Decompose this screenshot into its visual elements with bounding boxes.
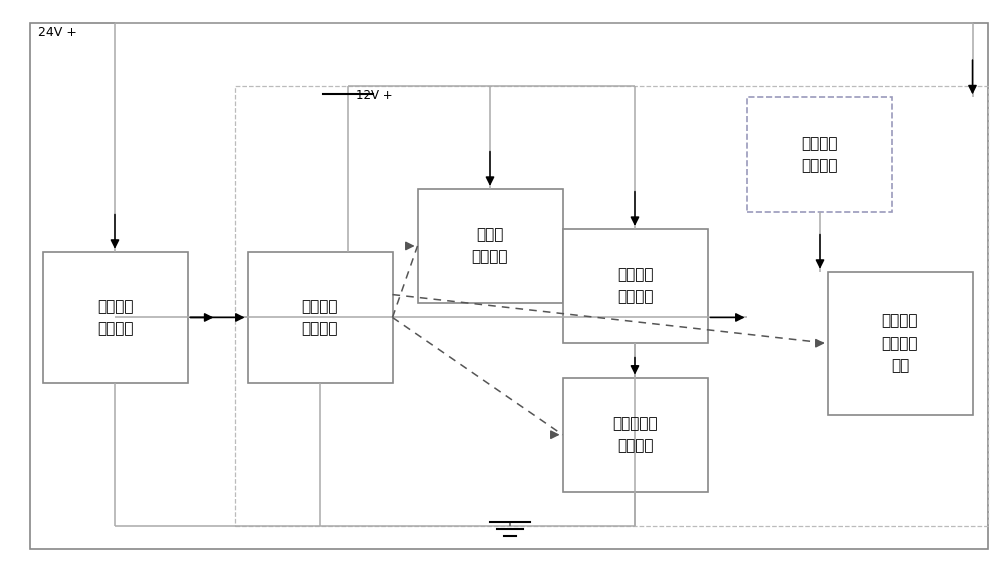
Bar xyxy=(747,97,892,212)
Bar xyxy=(43,252,188,383)
Bar xyxy=(235,86,988,526)
Text: 旋钮电压
采集电路: 旋钮电压 采集电路 xyxy=(97,299,133,336)
Bar xyxy=(828,272,972,415)
Text: 发热电阻丝
驱动电路: 发热电阻丝 驱动电路 xyxy=(612,416,658,454)
Text: 转动行程
控制电路: 转动行程 控制电路 xyxy=(617,267,653,305)
Text: 零点漂移
消除电路: 零点漂移 消除电路 xyxy=(802,136,838,173)
Bar xyxy=(562,378,708,492)
Bar xyxy=(562,229,708,343)
Text: 12V +: 12V + xyxy=(356,89,393,102)
Text: 空调模式
选择电路: 空调模式 选择电路 xyxy=(302,299,338,336)
Text: 压缩机
驱动电路: 压缩机 驱动电路 xyxy=(472,227,508,265)
Text: 24V +: 24V + xyxy=(38,26,77,39)
Text: 风口偏转
电机驱动
电路: 风口偏转 电机驱动 电路 xyxy=(882,313,918,373)
Bar xyxy=(248,252,392,383)
Bar xyxy=(418,189,562,303)
